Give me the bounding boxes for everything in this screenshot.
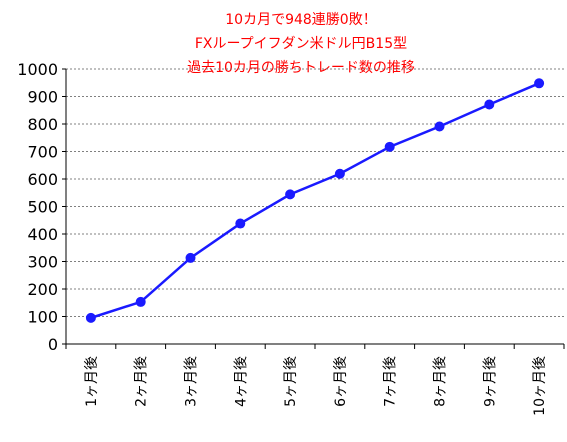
series-line <box>90 82 540 320</box>
data-point <box>484 99 495 110</box>
data-point <box>285 189 296 200</box>
chart-title: 10カ月で948連勝0敗！ FXループイフダン米ドル円B15型 過去10カ月の勝… <box>187 12 415 76</box>
x-tick-label: 10ヶ月後 <box>532 356 548 416</box>
y-tick-label: 400 <box>27 225 58 244</box>
y-tick-label: 500 <box>27 198 58 217</box>
x-tick-label: 3ヶ月後 <box>184 356 200 407</box>
data-point <box>85 312 96 323</box>
data-point <box>534 78 545 89</box>
y-tick-label: 900 <box>27 88 58 107</box>
series-group <box>85 78 545 323</box>
data-point <box>135 296 146 307</box>
y-tick-label: 0 <box>48 335 58 354</box>
data-point <box>434 121 445 132</box>
data-point <box>235 218 246 229</box>
x-tick-label: 6ヶ月後 <box>333 356 349 407</box>
x-axis-ticks: 1ヶ月後 2ヶ月後 3ヶ月後 4ヶ月後 5ヶ月後 6ヶ月後 7ヶ月後 8ヶ月後 9ヶ月後 10ヶ月… <box>84 356 548 416</box>
title-line-3: 過去10カ月の勝ちトレード数の推移 <box>187 60 415 76</box>
title-line-1: 10カ月で948連勝0敗！ <box>225 12 376 28</box>
x-tick-label: 8ヶ月後 <box>433 356 449 407</box>
y-axis-ticks: 0 100 200 300 400 500 600 700 800 900 1000 <box>17 60 58 354</box>
axes <box>62 68 565 349</box>
y-tick-label: 300 <box>27 253 58 272</box>
gridlines <box>66 68 564 317</box>
y-tick-label: 200 <box>27 280 58 299</box>
y-tick-label: 800 <box>27 115 58 134</box>
title-line-2: FXループイフダン米ドル円B15型 <box>195 36 407 52</box>
y-tick-label: 100 <box>27 308 58 327</box>
y-tick-label: 700 <box>27 143 58 162</box>
x-tick-label: 4ヶ月後 <box>233 356 249 407</box>
x-tick-label: 9ヶ月後 <box>482 356 498 407</box>
y-tick-label: 600 <box>27 170 58 189</box>
x-tick-label: 2ヶ月後 <box>134 356 150 407</box>
data-point <box>384 141 395 152</box>
data-point <box>185 252 196 263</box>
x-tick-label: 7ヶ月後 <box>383 356 399 407</box>
y-tick-label: 1000 <box>17 60 58 79</box>
x-tick-label: 1ヶ月後 <box>84 356 100 407</box>
data-point <box>334 168 345 179</box>
x-tick-label: 5ヶ月後 <box>283 356 299 407</box>
